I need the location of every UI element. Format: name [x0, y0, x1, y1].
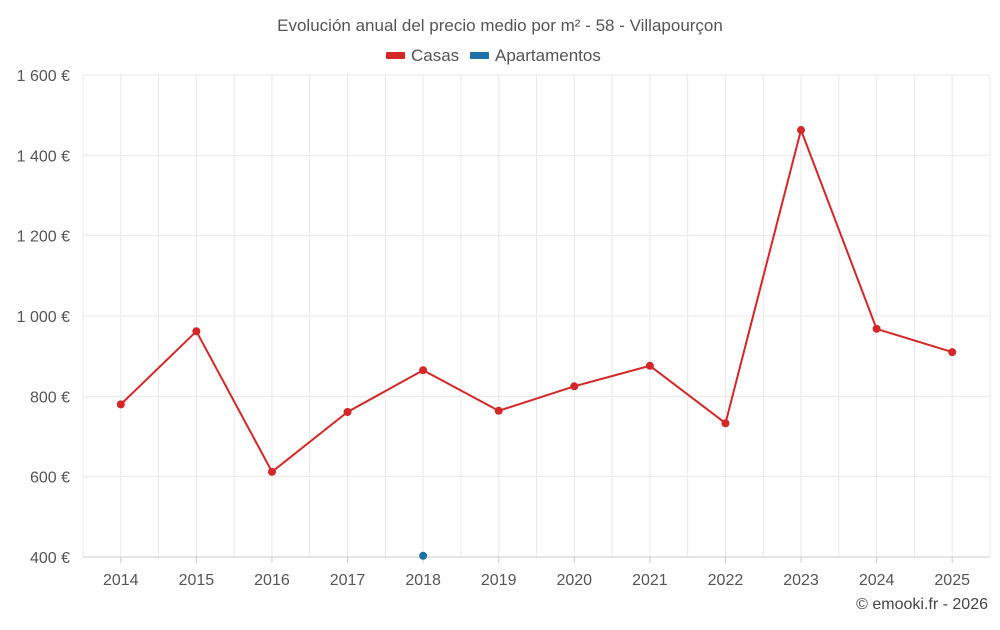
- x-tick-label: 2021: [632, 572, 668, 589]
- legend: Casas Apartamentos: [386, 46, 601, 65]
- data-point-casas[interactable]: [343, 407, 352, 416]
- x-tick-label: 2016: [254, 572, 290, 589]
- y-tick-label: 1 000 €: [17, 309, 70, 326]
- x-tick-label: 2014: [103, 572, 139, 589]
- series-line-casas: [120, 129, 953, 473]
- legend-swatch-casas: [386, 52, 405, 59]
- y-tick-label: 1 600 €: [17, 68, 70, 85]
- data-point-casas[interactable]: [419, 366, 428, 375]
- data-point-casas[interactable]: [192, 327, 201, 336]
- y-tick-label: 800 €: [30, 389, 70, 406]
- legend-label-apartamentos: Apartamentos: [495, 46, 601, 65]
- x-tick-label: 2015: [179, 572, 215, 589]
- legend-swatch-apartamentos: [470, 52, 489, 59]
- y-tick-label: 600 €: [30, 470, 70, 487]
- data-point-casas[interactable]: [872, 324, 881, 333]
- x-tick-label: 2025: [934, 572, 970, 589]
- credit-text: © emooki.fr - 2026: [856, 596, 988, 613]
- grid: [82, 74, 991, 557]
- y-tick-label: 400 €: [30, 550, 70, 567]
- data-point-casas[interactable]: [570, 382, 579, 391]
- legend-item-apartamentos[interactable]: Apartamentos: [470, 46, 601, 65]
- legend-item-casas[interactable]: Casas: [386, 46, 459, 65]
- y-tick-label: 1 200 €: [17, 229, 70, 246]
- data-point-casas[interactable]: [116, 400, 125, 409]
- data-point-casas[interactable]: [267, 467, 276, 476]
- data-point-casas[interactable]: [645, 361, 654, 370]
- series: [116, 126, 957, 560]
- x-tick-label: 2024: [859, 572, 895, 589]
- x-tick-label: 2023: [783, 572, 819, 589]
- x-tick-label: 2020: [556, 572, 592, 589]
- x-tick-label: 2019: [481, 572, 517, 589]
- data-point-apartamentos[interactable]: [419, 551, 428, 560]
- axes: 400 € 600 € 800 € 1 000 € 1 200 € 1 400 € 1 60…: [17, 68, 990, 589]
- legend-label-casas: Casas: [411, 46, 459, 65]
- x-tick-label: 2017: [330, 572, 366, 589]
- chart-title: Evolución anual del precio medio por m² …: [277, 16, 723, 35]
- x-tick-label: 2018: [405, 572, 441, 589]
- y-tick-label: 1 400 €: [17, 148, 70, 165]
- data-point-casas[interactable]: [948, 348, 957, 357]
- data-point-casas[interactable]: [721, 419, 730, 428]
- x-tick-label: 2022: [708, 572, 744, 589]
- data-point-casas[interactable]: [494, 406, 503, 415]
- data-point-casas[interactable]: [797, 126, 806, 135]
